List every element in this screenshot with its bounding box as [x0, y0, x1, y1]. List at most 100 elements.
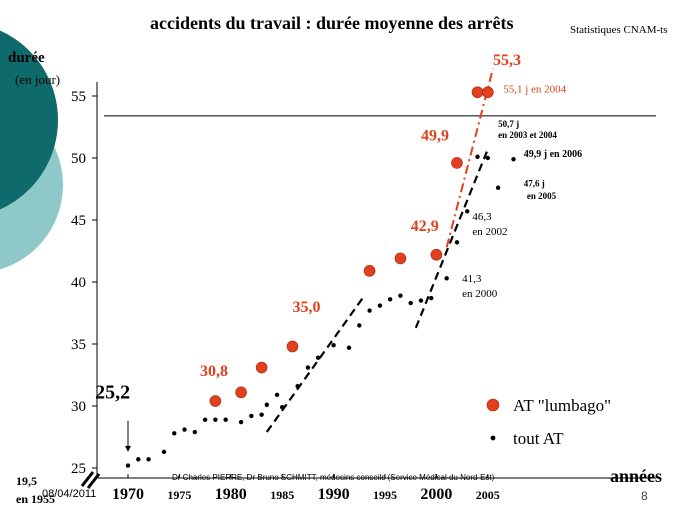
footer-authors: Dr Charles PIERRE, Dr Bruno SCHMITT, méd… [172, 473, 495, 482]
y-tick-label: 40 [71, 275, 86, 291]
data-annotation: en 2003 et 2004 [498, 130, 557, 140]
data-annotation: 50,7 j [498, 119, 519, 129]
all-at-point [161, 449, 167, 455]
all-at-point [495, 185, 501, 190]
x-tick-label: 2005 [476, 488, 500, 502]
y-axis-title: durée [8, 50, 45, 66]
data-annotation: 55,1 j en 2004 [503, 83, 566, 95]
all-at-point [367, 308, 372, 313]
all-at-point [182, 427, 187, 432]
all-at-point [465, 209, 470, 214]
data-annotation: 25,2 [95, 382, 130, 404]
all-at-point [223, 417, 228, 422]
lumbago-point [235, 386, 247, 399]
x-axis-title: années [610, 466, 663, 486]
data-annotation: 49,9 [421, 128, 449, 145]
all-at-point [280, 405, 285, 410]
lumbago-point [286, 340, 299, 353]
legend-label-lumbago: AT "lumbago" [513, 396, 611, 415]
all-at-point [429, 295, 434, 301]
all-at-point [357, 323, 362, 328]
y-axis-unit: (en jour) [15, 72, 61, 87]
x-tick-label: 1995 [373, 488, 397, 502]
all-at-point [398, 293, 403, 298]
lumbago-point [430, 248, 443, 261]
all-at-point [346, 345, 352, 350]
axis-break-mark [86, 473, 101, 489]
lumbago-point [394, 252, 407, 265]
y-tick-label: 50 [71, 151, 86, 167]
slide-date: 08/04/2011 [42, 488, 97, 500]
data-annotation: 41,3 [462, 273, 482, 285]
y-tick-label: 25 [71, 461, 86, 477]
lumbago-point [471, 86, 484, 99]
data-annotation: en 2002 [472, 226, 507, 238]
chart-title: accidents du travail : durée moyenne des… [150, 13, 514, 33]
data-annotation: 35,0 [292, 299, 320, 316]
all-at-point [485, 155, 490, 161]
lumbago-point [451, 157, 463, 169]
all-at-point [418, 298, 424, 303]
all-at-point [213, 417, 218, 422]
trend-line [414, 148, 489, 329]
data-annotation: 55,3 [493, 52, 521, 69]
all-at-point [136, 457, 141, 462]
lumbago-point [481, 86, 494, 99]
all-at-point [125, 463, 131, 468]
legend-label-all-at: tout AT [513, 429, 564, 448]
axis-break-year: en 1955 [16, 492, 55, 506]
all-at-point [408, 300, 413, 306]
page-number: 8 [641, 489, 648, 503]
source-label: Statistiques CNAM-ts [570, 24, 668, 36]
all-at-point [192, 429, 198, 435]
data-annotation: 46,3 [472, 211, 492, 223]
y-tick-label: 30 [71, 399, 86, 415]
all-at-point [331, 343, 336, 348]
all-at-point [315, 355, 321, 360]
axis-break-mark [80, 471, 95, 487]
x-tick-label: 1975 [167, 488, 191, 502]
all-at-point [249, 413, 254, 419]
trend-line [265, 294, 366, 433]
x-tick-label: 1970 [112, 486, 144, 503]
y-tick-label: 35 [71, 337, 86, 353]
all-at-point [511, 157, 516, 162]
all-at-point [172, 431, 177, 436]
all-at-point [387, 297, 393, 302]
all-at-point [202, 417, 208, 422]
data-annotation: en 2000 [462, 288, 498, 300]
y-tick-label: 55 [71, 89, 86, 105]
all-at-point [295, 383, 300, 389]
all-at-point [238, 419, 244, 425]
legend-marker-all-at [490, 435, 496, 441]
lumbago-point [255, 361, 268, 374]
lumbago-point [363, 265, 376, 277]
trend-line [445, 68, 494, 248]
axis-break-value: 19,5 [16, 474, 37, 488]
all-at-point [264, 402, 269, 407]
all-at-point [377, 303, 383, 308]
data-annotation: 30,8 [200, 363, 228, 380]
all-at-point [444, 276, 449, 281]
all-at-point [274, 392, 280, 398]
all-at-point [259, 412, 264, 417]
annotation-arrowhead [125, 445, 131, 452]
x-tick-label: 1985 [270, 488, 294, 502]
all-at-point [475, 154, 480, 159]
data-annotation: 42,9 [411, 218, 439, 235]
data-annotation: en 2005 [527, 191, 557, 201]
data-annotation: 47,6 j [524, 179, 545, 189]
y-tick-label: 45 [71, 213, 86, 229]
lumbago-point [209, 395, 222, 407]
all-at-point [305, 365, 311, 370]
all-at-point [146, 457, 151, 462]
x-tick-label: 1990 [318, 486, 350, 503]
x-tick-label: 1980 [215, 486, 247, 503]
all-at-point [454, 240, 460, 245]
legend-marker-lumbago [486, 398, 500, 412]
data-annotation: 49,9 j en 2006 [524, 149, 582, 160]
x-tick-label: 2000 [420, 486, 452, 503]
decorative-dark-teal-circle [0, 30, 58, 210]
